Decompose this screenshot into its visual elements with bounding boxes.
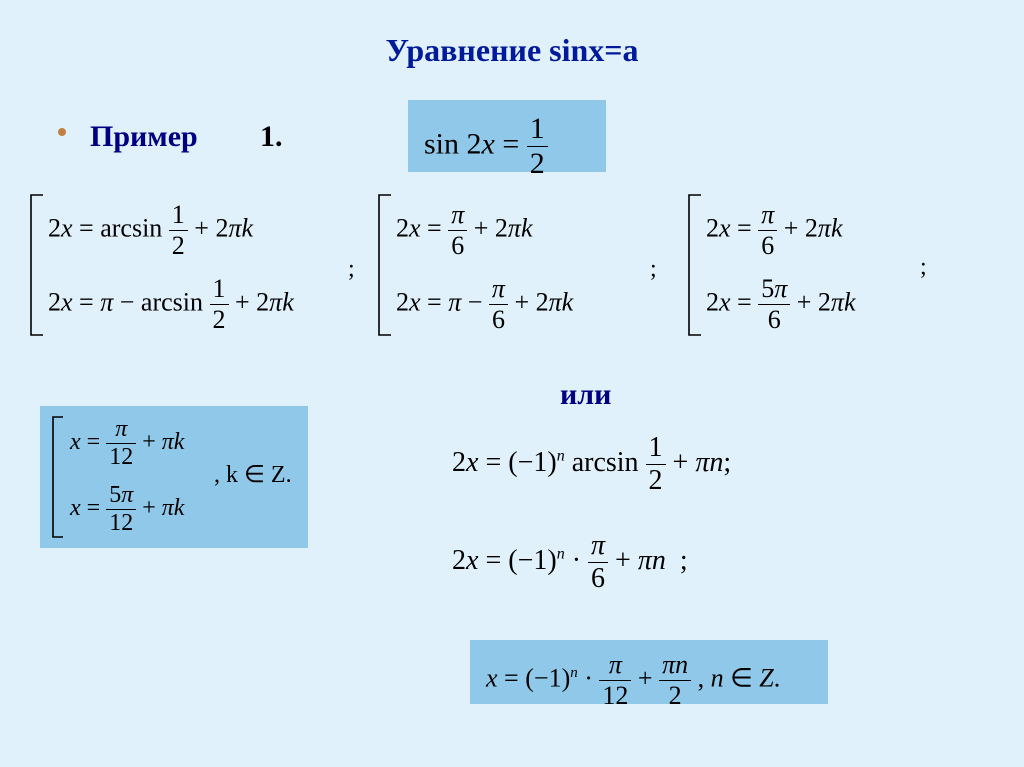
semi-1: ; <box>348 256 355 283</box>
semi-3: ; <box>920 254 927 281</box>
bracket-2 <box>378 194 392 336</box>
or-label: или <box>560 378 611 412</box>
answer-right: x = (−1)n · π12 + πn2 , n ∈ Z. <box>486 650 780 711</box>
page-title: Уравнение sinx=a <box>0 32 1024 69</box>
example-number: 1. <box>260 120 283 154</box>
al-line1: x = π12 + πk <box>70 416 184 471</box>
al-tail: , k ∈ Z. <box>214 460 292 489</box>
alt-line2: 2x = (−1)n · π6 + πn ; <box>452 530 688 595</box>
example-label: Пример <box>90 120 198 154</box>
title-text: Уравнение sinx=a <box>385 32 638 68</box>
bracket-1 <box>30 194 44 336</box>
al-line2: x = 5π12 + πk <box>70 482 184 537</box>
b3-line2: 2x = 5π6 + 2πk <box>706 274 856 335</box>
bracket-3 <box>688 194 702 336</box>
bullet-icon <box>58 128 66 136</box>
semi-2: ; <box>650 256 657 283</box>
alt-line1: 2x = (−1)n arcsin 12 + πn; <box>452 432 731 497</box>
b2-line2: 2x = π − π6 + 2πk <box>396 274 573 335</box>
b2-line1: 2x = π6 + 2πk <box>396 200 533 261</box>
b1-line1: 2x = arcsin 12 + 2πk <box>48 200 253 261</box>
main-equation: sin 2x = 12 <box>424 112 548 181</box>
bracket-answer-left <box>52 416 64 538</box>
b3-line1: 2x = π6 + 2πk <box>706 200 843 261</box>
b1-line2: 2x = π − arcsin 12 + 2πk <box>48 274 294 335</box>
